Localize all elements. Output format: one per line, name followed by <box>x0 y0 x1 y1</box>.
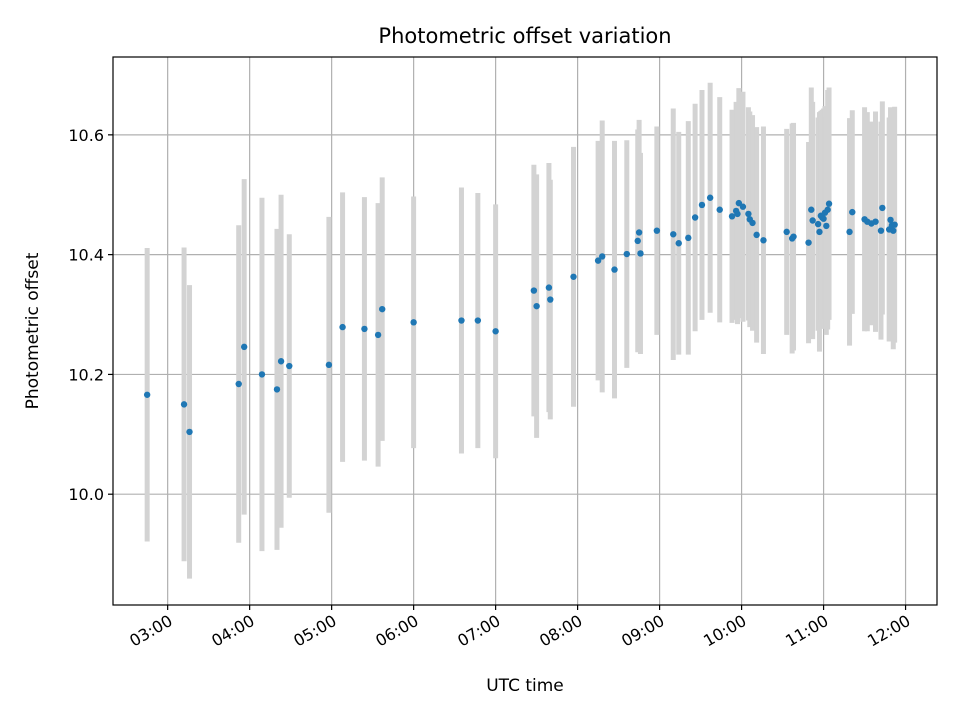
data-point <box>816 228 823 236</box>
data-point <box>670 231 677 238</box>
data-point <box>325 361 333 369</box>
data-point <box>728 213 736 220</box>
data-point <box>492 328 499 335</box>
data-point <box>749 219 756 227</box>
data-point <box>410 319 417 326</box>
data-point <box>790 233 797 240</box>
data-point <box>570 273 577 280</box>
data-point <box>846 228 853 236</box>
data-point <box>277 358 285 365</box>
data-point <box>890 227 897 234</box>
y-tick-label: 10.2 <box>68 365 104 384</box>
data-point <box>273 386 281 393</box>
y-tick-label: 10.6 <box>68 126 104 145</box>
data-point <box>530 287 538 294</box>
data-point <box>675 240 682 247</box>
data-point <box>545 284 553 291</box>
data-point <box>635 229 643 236</box>
data-point <box>814 220 822 228</box>
data-point <box>258 371 266 378</box>
data-point <box>805 239 812 246</box>
data-point <box>872 218 879 225</box>
data-point <box>809 217 816 224</box>
data-point <box>808 206 815 213</box>
data-point <box>235 380 242 388</box>
data-point <box>458 317 465 324</box>
y-tick-label: 10.0 <box>68 485 104 504</box>
chart-title: Photometric offset variation <box>378 24 671 48</box>
y-axis-label: Photometric offset <box>23 252 43 409</box>
data-point <box>698 201 706 209</box>
data-point <box>879 204 886 212</box>
data-point <box>286 362 293 370</box>
data-point <box>877 227 885 234</box>
y-tick-label: 10.4 <box>68 246 104 265</box>
data-point <box>637 250 644 257</box>
data-point <box>634 237 641 245</box>
data-point <box>240 343 248 351</box>
data-point <box>653 227 661 234</box>
data-point <box>716 206 723 213</box>
data-point <box>374 331 382 339</box>
data-point <box>594 257 602 264</box>
data-point <box>849 208 856 216</box>
data-point <box>891 221 898 228</box>
data-points <box>143 194 898 436</box>
x-axis-label: UTC time <box>486 676 564 696</box>
data-point <box>706 194 714 201</box>
data-point <box>339 323 346 331</box>
data-point <box>824 206 831 213</box>
data-point <box>611 266 618 273</box>
data-point <box>623 250 631 258</box>
y-axis: 10.0 10.2 10.4 10.6 <box>68 126 113 504</box>
data-point <box>823 222 830 230</box>
data-point <box>180 401 188 408</box>
data-point <box>186 428 193 436</box>
data-point <box>745 210 752 218</box>
data-point <box>143 391 151 398</box>
data-point <box>379 305 386 313</box>
data-point <box>734 210 741 218</box>
data-point <box>533 302 540 310</box>
data-point <box>820 215 827 222</box>
data-point <box>887 216 894 224</box>
data-point <box>753 231 760 239</box>
data-point <box>361 325 368 333</box>
data-point <box>599 253 606 260</box>
data-point <box>739 203 747 210</box>
data-point <box>760 237 767 244</box>
data-point <box>783 228 790 236</box>
data-point <box>474 317 482 324</box>
plot-frame <box>112 56 938 606</box>
data-point <box>825 200 833 207</box>
data-point <box>547 296 554 303</box>
data-point <box>691 214 699 221</box>
data-point <box>685 234 692 242</box>
